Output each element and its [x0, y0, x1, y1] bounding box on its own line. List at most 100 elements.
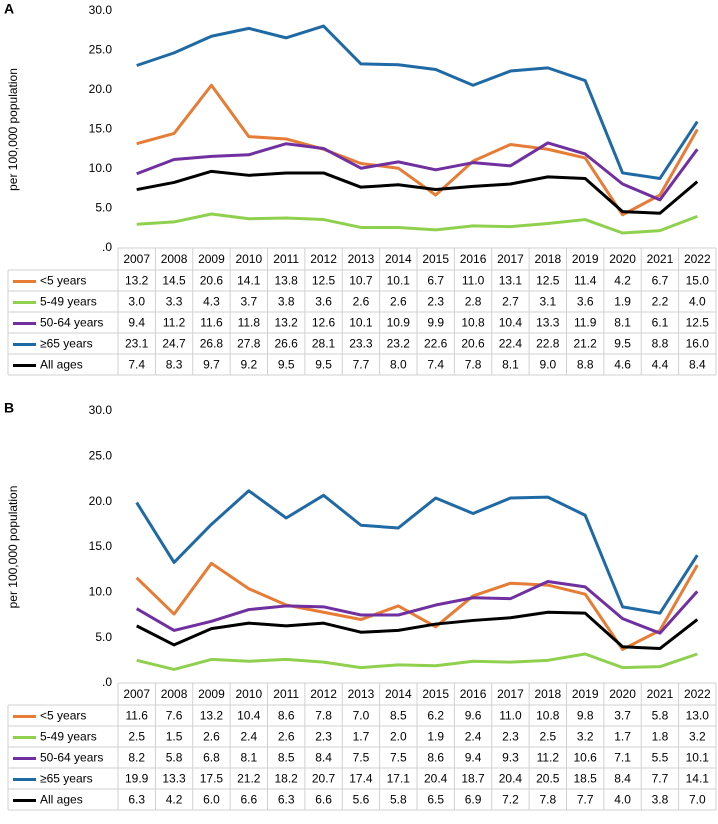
table-value: 20.4: [499, 772, 523, 786]
x-tick-label: 2018: [534, 687, 561, 701]
table-value: 4.3: [203, 295, 220, 309]
x-tick-label: 2021: [647, 252, 674, 266]
table-value: 3.8: [652, 793, 669, 807]
series-line: [136, 83, 699, 217]
table-value: 20.5: [536, 772, 560, 786]
table-value: 23.1: [125, 337, 149, 351]
table-value: 2.6: [353, 295, 370, 309]
series-line: [136, 141, 699, 202]
table-value: 9.8: [577, 709, 594, 723]
x-tick-label: 2016: [460, 687, 487, 701]
table-value: 20.6: [461, 337, 485, 351]
legend-label: ≥65 years: [40, 772, 93, 786]
x-tick-label: 2019: [572, 687, 599, 701]
table-value: 3.1: [539, 295, 556, 309]
table-value: 1.9: [614, 295, 631, 309]
table-value: 20.6: [200, 274, 224, 288]
table-value: 5.8: [390, 793, 407, 807]
table-value: 7.5: [390, 751, 407, 765]
table-value: 7.6: [166, 709, 183, 723]
table-value: 6.8: [203, 751, 220, 765]
y-axis-title: per 100,000 population: [6, 68, 20, 191]
table-value: 17.4: [349, 772, 373, 786]
table-value: 2.6: [390, 295, 407, 309]
table-value: 11.2: [163, 316, 186, 330]
x-tick-label: 2011: [273, 687, 299, 701]
table-value: 2.5: [539, 730, 556, 744]
table-value: 9.3: [502, 751, 519, 765]
x-tick-label: 2019: [572, 252, 599, 266]
table-value: 6.6: [240, 793, 257, 807]
table-value: 18.2: [275, 772, 299, 786]
table-value: 4.6: [614, 358, 631, 372]
table-value: 8.4: [689, 358, 706, 372]
table-value: 7.4: [128, 358, 145, 372]
x-tick-label: 2018: [534, 252, 561, 266]
table-value: 7.7: [577, 793, 594, 807]
y-tick-label: 30.0: [89, 3, 113, 17]
table-value: 10.8: [536, 709, 560, 723]
table-value: 3.3: [166, 295, 183, 309]
table-value: 7.1: [614, 751, 631, 765]
x-tick-label: 2017: [497, 687, 524, 701]
table-value: 24.7: [162, 337, 186, 351]
series-line: [136, 24, 699, 180]
table-value: 9.7: [203, 358, 220, 372]
table-value: 12.5: [312, 274, 336, 288]
x-tick-label: 2022: [684, 687, 711, 701]
table-value: 4.2: [166, 793, 183, 807]
table-value: 3.7: [240, 295, 257, 309]
table-value: 2.4: [465, 730, 482, 744]
table-value: 3.2: [689, 730, 706, 744]
x-tick-label: 2008: [161, 687, 188, 701]
table-value: 8.2: [128, 751, 145, 765]
table-value: 8.4: [315, 751, 332, 765]
table-value: 7.4: [427, 358, 444, 372]
x-tick-label: 2013: [348, 687, 375, 701]
table-value: 10.7: [349, 274, 373, 288]
y-tick-label: .0: [102, 675, 112, 689]
table-value: 3.0: [128, 295, 145, 309]
table-value: 11.0: [499, 709, 522, 723]
table-value: 8.4: [614, 772, 631, 786]
table-value: 6.3: [128, 793, 145, 807]
x-tick-label: 2022: [684, 252, 711, 266]
y-tick-label: 5.0: [95, 201, 112, 215]
table-value: 11.8: [238, 316, 261, 330]
x-tick-label: 2011: [273, 252, 299, 266]
x-tick-label: 2015: [422, 687, 449, 701]
table-value: 7.0: [689, 793, 706, 807]
panel-label: A: [4, 1, 14, 17]
table-value: 4.4: [652, 358, 669, 372]
table-value: 5.8: [652, 709, 669, 723]
table-value: 23.3: [349, 337, 373, 351]
x-tick-label: 2008: [161, 252, 188, 266]
table-value: 7.7: [652, 772, 669, 786]
y-axis-title: per 100,000 population: [6, 486, 20, 609]
table-value: 2.4: [240, 730, 257, 744]
table-value: 6.9: [465, 793, 482, 807]
table-value: 2.7: [502, 295, 519, 309]
x-tick-label: 2009: [198, 687, 225, 701]
table-value: 7.8: [315, 709, 332, 723]
x-tick-label: 2021: [647, 687, 674, 701]
table-value: 5.6: [353, 793, 370, 807]
legend-label: 5-49 years: [40, 295, 97, 309]
table-value: 20.4: [424, 772, 448, 786]
table-value: 7.0: [353, 709, 370, 723]
table-value: 10.1: [349, 316, 373, 330]
table-value: 11.9: [574, 316, 597, 330]
table-value: 8.0: [390, 358, 407, 372]
table-value: 4.0: [689, 295, 706, 309]
table-value: 1.5: [166, 730, 183, 744]
y-tick-label: 20.0: [89, 494, 113, 508]
table-value: 13.1: [499, 274, 523, 288]
table-value: 14.5: [162, 274, 186, 288]
table-value: 6.1: [652, 316, 669, 330]
x-tick-label: 2014: [385, 252, 412, 266]
table-value: 9.5: [315, 358, 332, 372]
table-value: 6.7: [652, 274, 669, 288]
y-tick-label: 25.0: [89, 449, 113, 463]
table-value: 8.1: [240, 751, 257, 765]
table-value: 22.6: [424, 337, 448, 351]
